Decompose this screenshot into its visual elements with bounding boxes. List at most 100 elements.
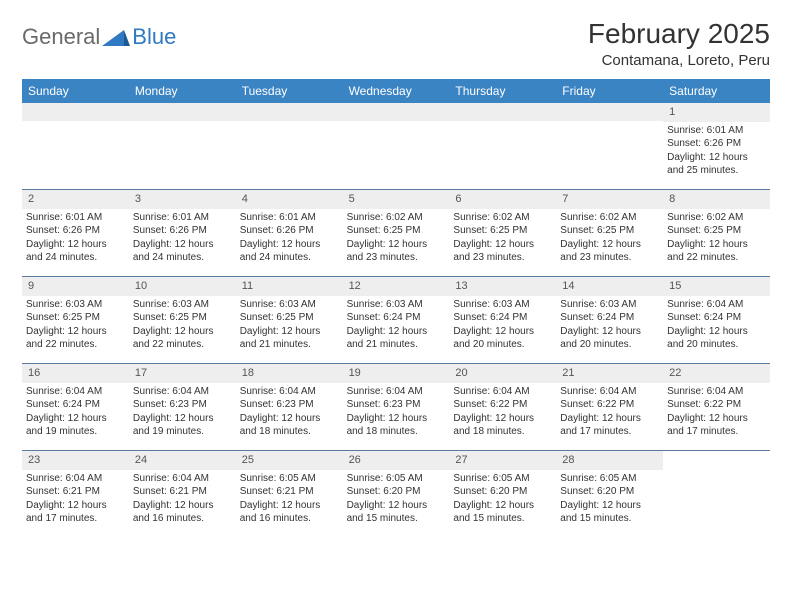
- day-info-line: Sunset: 6:23 PM: [240, 398, 339, 412]
- day-cell: [449, 103, 556, 189]
- day-info-line: and 24 minutes.: [133, 251, 232, 265]
- day-info-line: Sunrise: 6:05 AM: [453, 472, 552, 486]
- day-info-line: Sunset: 6:20 PM: [347, 485, 446, 499]
- day-cell: 13Sunrise: 6:03 AMSunset: 6:24 PMDayligh…: [449, 277, 556, 363]
- day-info-line: Sunrise: 6:03 AM: [453, 298, 552, 312]
- day-info-line: Sunrise: 6:04 AM: [453, 385, 552, 399]
- day-info-line: Sunset: 6:25 PM: [667, 224, 766, 238]
- day-info-line: Daylight: 12 hours: [240, 412, 339, 426]
- day-info-line: and 21 minutes.: [240, 338, 339, 352]
- day-info-line: Sunrise: 6:02 AM: [667, 211, 766, 225]
- day-info-line: Daylight: 12 hours: [560, 412, 659, 426]
- day-number: 4: [236, 190, 343, 209]
- day-number: 21: [556, 364, 663, 383]
- day-cell: 10Sunrise: 6:03 AMSunset: 6:25 PMDayligh…: [129, 277, 236, 363]
- day-info-line: Daylight: 12 hours: [453, 412, 552, 426]
- dow-friday: Friday: [556, 79, 663, 103]
- day-info-line: Sunset: 6:21 PM: [133, 485, 232, 499]
- day-info-line: Daylight: 12 hours: [347, 325, 446, 339]
- day-info-line: and 17 minutes.: [667, 425, 766, 439]
- day-info-line: Sunrise: 6:05 AM: [240, 472, 339, 486]
- day-number: 15: [663, 277, 770, 296]
- day-cell: 20 Sunrise: 6:04 AMSunset: 6:22 PMDayligh…: [449, 364, 556, 450]
- day-info-line: Sunrise: 6:03 AM: [240, 298, 339, 312]
- day-info-line: Daylight: 12 hours: [453, 499, 552, 513]
- day-info-line: Sunset: 6:25 PM: [560, 224, 659, 238]
- dow-saturday: Saturday: [663, 79, 770, 103]
- day-cell: [343, 103, 450, 189]
- day-info-line: Sunrise: 6:04 AM: [347, 385, 446, 399]
- day-info-line: Sunset: 6:23 PM: [133, 398, 232, 412]
- day-info-line: and 24 minutes.: [26, 251, 125, 265]
- day-info-line: and 19 minutes.: [133, 425, 232, 439]
- day-info-line: Daylight: 12 hours: [453, 238, 552, 252]
- day-info-line: Daylight: 12 hours: [26, 325, 125, 339]
- day-number: 5: [343, 190, 450, 209]
- dow-sunday: Sunday: [22, 79, 129, 103]
- dow-monday: Monday: [129, 79, 236, 103]
- empty-day-bar: [343, 103, 450, 121]
- day-info-line: Daylight: 12 hours: [560, 238, 659, 252]
- day-number: 11: [236, 277, 343, 296]
- calendar-page: General Blue February 2025 Contamana, Lo…: [0, 0, 792, 555]
- brand-logo: General Blue: [22, 18, 176, 50]
- empty-day-bar: [22, 103, 129, 121]
- day-info-line: Sunrise: 6:02 AM: [560, 211, 659, 225]
- day-info-line: Daylight: 12 hours: [347, 238, 446, 252]
- day-cell: 2Sunrise: 6:01 AMSunset: 6:26 PMDaylight…: [22, 190, 129, 276]
- day-info-line: Sunset: 6:20 PM: [560, 485, 659, 499]
- day-info-line: and 15 minutes.: [347, 512, 446, 526]
- day-number: 28: [556, 451, 663, 470]
- month-title: February 2025: [588, 18, 770, 50]
- day-cell: 4Sunrise: 6:01 AMSunset: 6:26 PMDaylight…: [236, 190, 343, 276]
- empty-day-bar: [129, 103, 236, 121]
- empty-day-bar: [556, 103, 663, 121]
- day-info-line: Sunset: 6:22 PM: [560, 398, 659, 412]
- day-info-line: Daylight: 12 hours: [133, 499, 232, 513]
- day-info-line: Sunrise: 6:02 AM: [453, 211, 552, 225]
- day-info-line: Sunset: 6:25 PM: [347, 224, 446, 238]
- day-info-line: Sunrise: 6:05 AM: [560, 472, 659, 486]
- day-info-line: and 24 minutes.: [240, 251, 339, 265]
- day-info-line: and 16 minutes.: [133, 512, 232, 526]
- brand-text-blue: Blue: [132, 24, 176, 50]
- day-info-line: Sunset: 6:24 PM: [347, 311, 446, 325]
- day-info-line: Sunset: 6:22 PM: [453, 398, 552, 412]
- day-info-line: and 17 minutes.: [26, 512, 125, 526]
- day-cell: 8Sunrise: 6:02 AMSunset: 6:25 PMDaylight…: [663, 190, 770, 276]
- day-cell: 27Sunrise: 6:05 AMSunset: 6:20 PMDayligh…: [449, 451, 556, 537]
- day-info-line: Daylight: 12 hours: [347, 412, 446, 426]
- day-info-line: Sunrise: 6:01 AM: [133, 211, 232, 225]
- day-cell: [236, 103, 343, 189]
- day-info-line: Sunrise: 6:04 AM: [26, 385, 125, 399]
- day-info-line: and 20 minutes.: [560, 338, 659, 352]
- day-info-line: Sunrise: 6:01 AM: [240, 211, 339, 225]
- day-cell: [556, 103, 663, 189]
- day-info-line: Sunrise: 6:04 AM: [26, 472, 125, 486]
- day-number: 12: [343, 277, 450, 296]
- brand-text-general: General: [22, 24, 100, 50]
- day-info-line: Daylight: 12 hours: [347, 499, 446, 513]
- day-number: 20: [449, 364, 556, 383]
- day-cell: 11Sunrise: 6:03 AMSunset: 6:25 PMDayligh…: [236, 277, 343, 363]
- day-number: 10: [129, 277, 236, 296]
- day-info-line: Sunrise: 6:04 AM: [560, 385, 659, 399]
- day-cell: 3Sunrise: 6:01 AMSunset: 6:26 PMDaylight…: [129, 190, 236, 276]
- empty-day-bar: [449, 103, 556, 121]
- day-number: 8: [663, 190, 770, 209]
- dow-tuesday: Tuesday: [236, 79, 343, 103]
- title-block: February 2025 Contamana, Loreto, Peru: [588, 18, 770, 69]
- day-info-line: Sunrise: 6:05 AM: [347, 472, 446, 486]
- day-info-line: Daylight: 12 hours: [133, 412, 232, 426]
- day-info-line: Daylight: 12 hours: [453, 325, 552, 339]
- day-info-line: and 22 minutes.: [26, 338, 125, 352]
- dow-thursday: Thursday: [449, 79, 556, 103]
- dow-wednesday: Wednesday: [343, 79, 450, 103]
- day-info-line: Sunrise: 6:04 AM: [133, 472, 232, 486]
- day-info-line: and 15 minutes.: [560, 512, 659, 526]
- day-info-line: Daylight: 12 hours: [240, 499, 339, 513]
- day-info-line: Sunrise: 6:04 AM: [667, 385, 766, 399]
- day-info-line: Sunset: 6:25 PM: [240, 311, 339, 325]
- day-info-line: and 23 minutes.: [560, 251, 659, 265]
- day-info-line: Sunset: 6:26 PM: [26, 224, 125, 238]
